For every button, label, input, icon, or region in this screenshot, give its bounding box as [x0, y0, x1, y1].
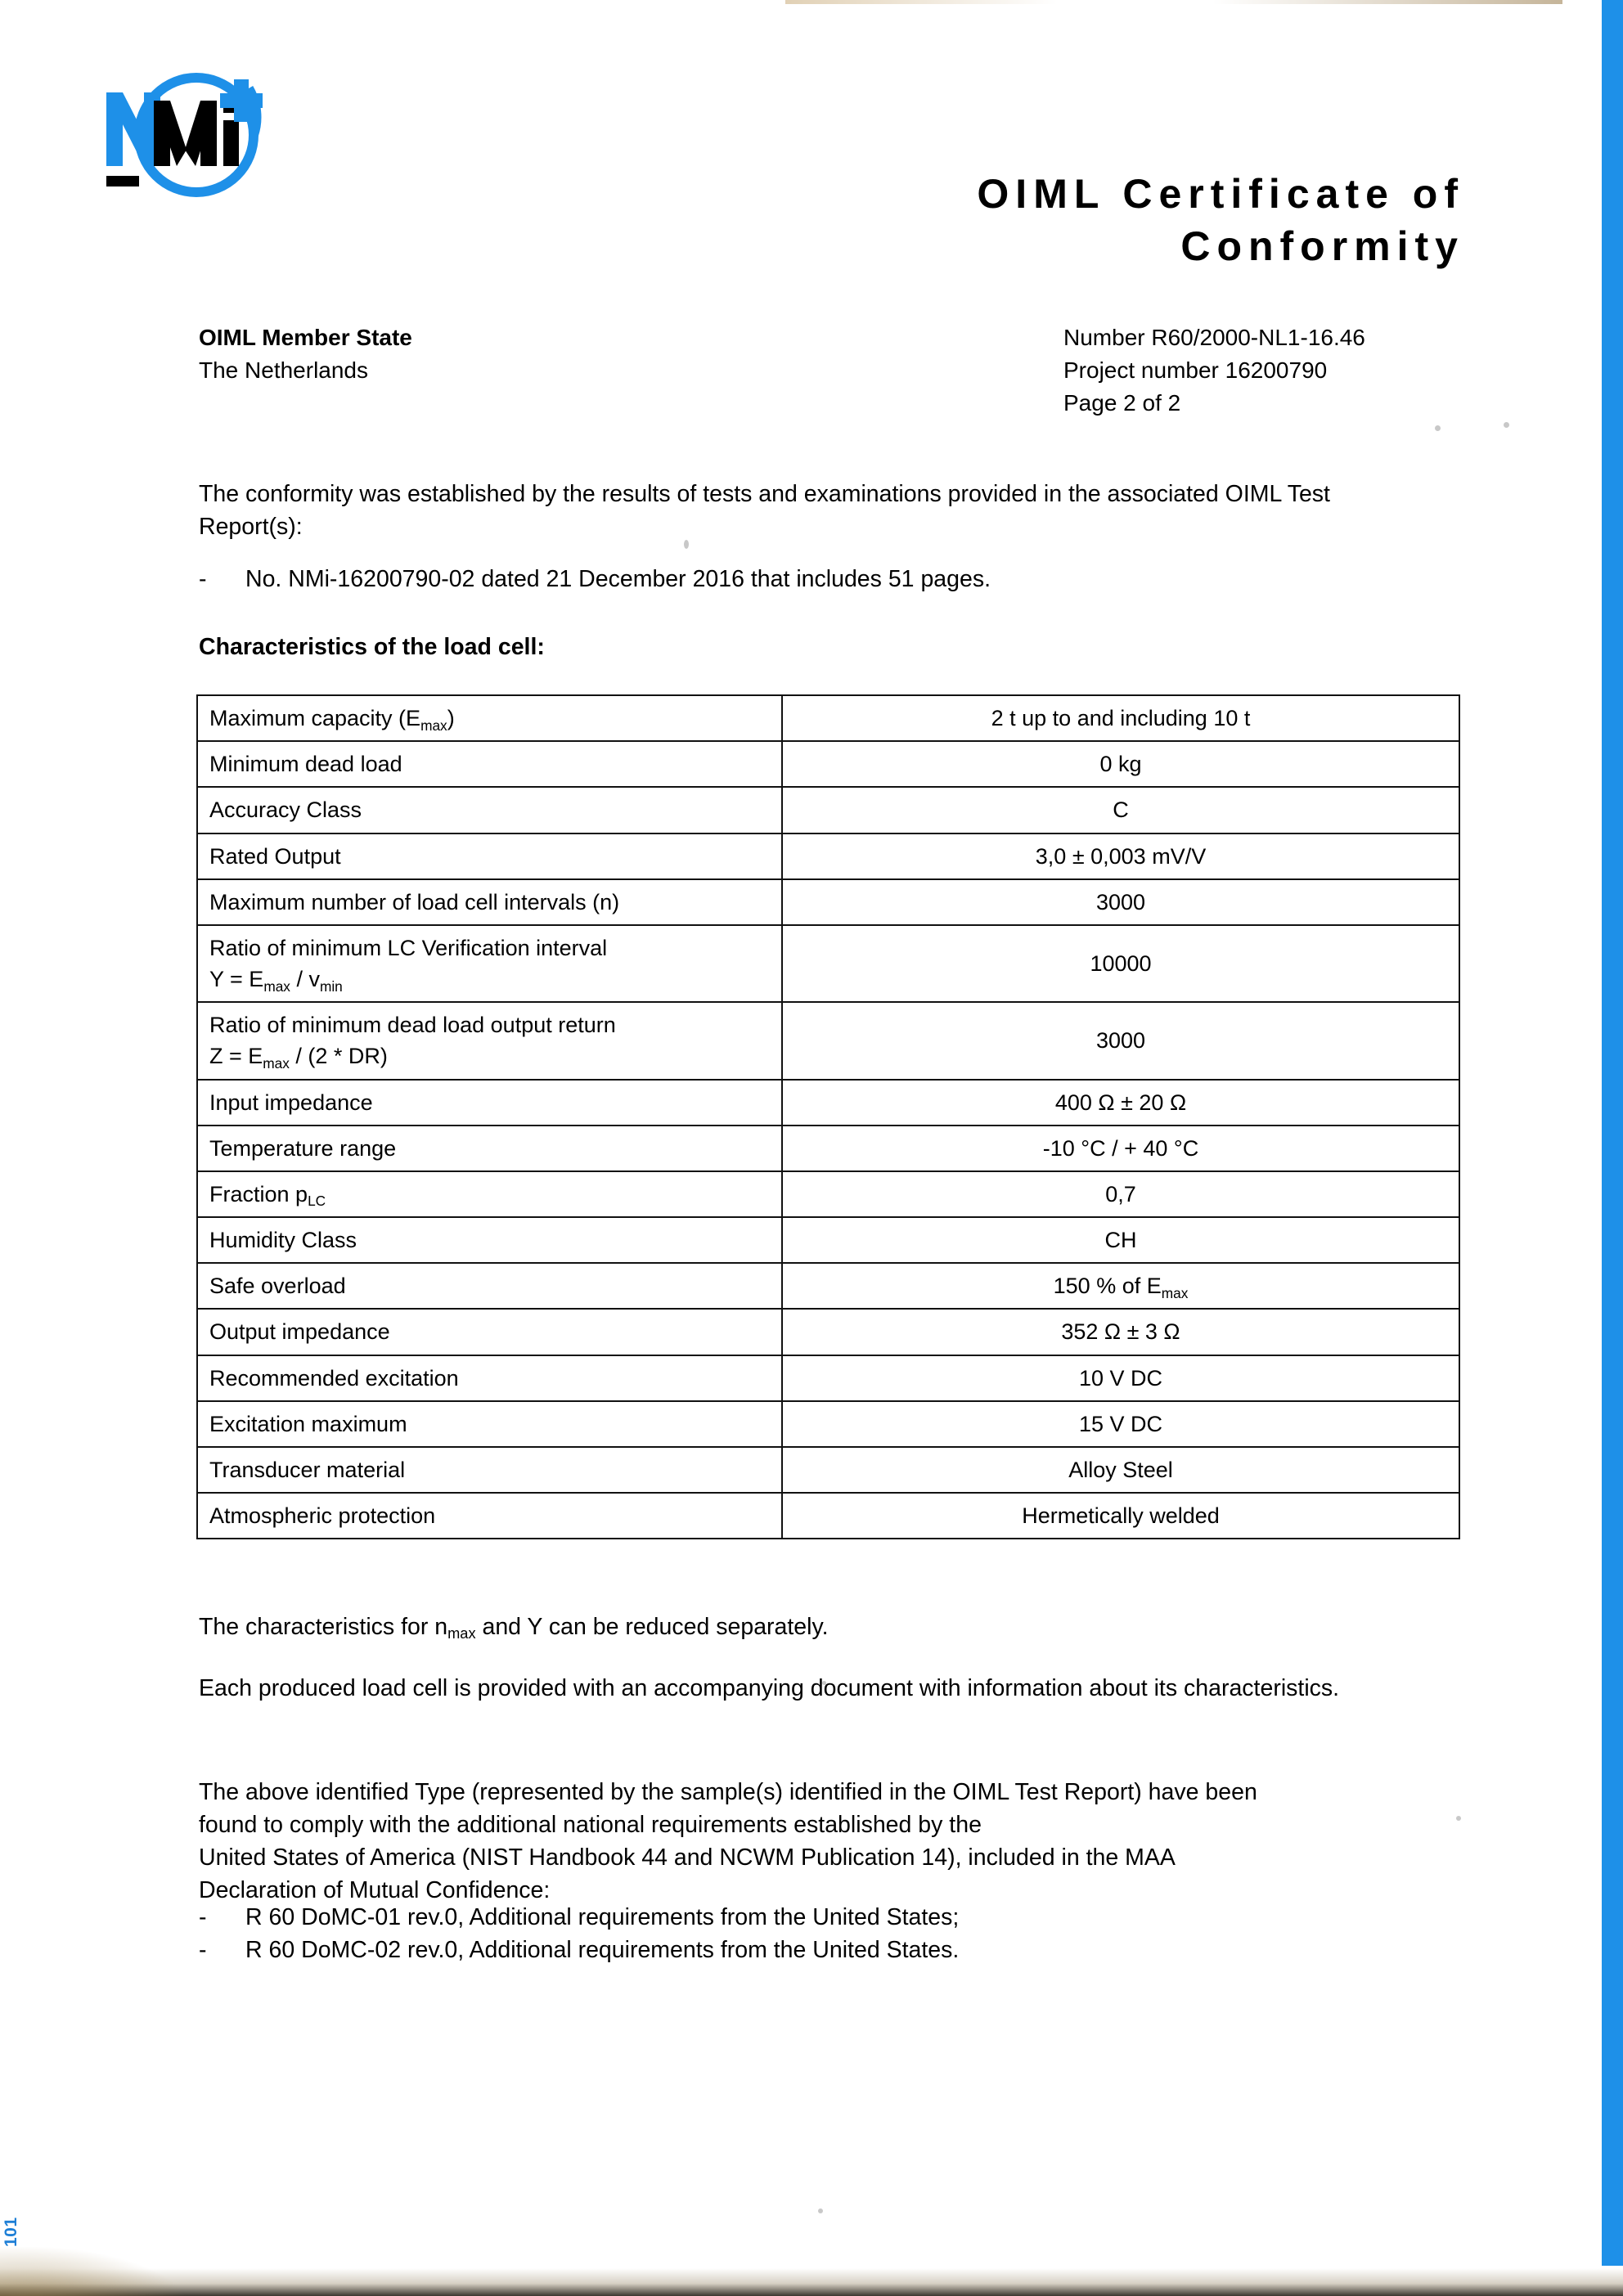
row-label-input-impedance: Input impedance: [196, 1078, 783, 1126]
certificate-number: Number R60/2000-NL1-16.46: [1063, 325, 1365, 350]
row-value-maximum-capacity: 2 t up to and including 10 t: [781, 694, 1460, 743]
list-bullet-dash: -: [199, 1904, 207, 1930]
note-accompanying-document: Each produced load cell is provided with…: [199, 1675, 1340, 1701]
list-item-label: R 60 DoMC-02 rev.0, Additional requireme…: [245, 1936, 960, 1963]
row-value-recommended-excitation: 10 V DC: [781, 1354, 1460, 1402]
page-title: OIML Certificate of Conformity: [573, 168, 1464, 272]
table-row: Atmospheric protection Hermetically weld…: [196, 1492, 1460, 1540]
note-compliance-line-1: The above identified Type (represented b…: [199, 1779, 1257, 1805]
row-label-maximum-capacity: Maximum capacity (Emax): [196, 694, 783, 743]
table-row: Maximum number of load cell intervals (n…: [196, 878, 1460, 926]
row-label-recommended-excitation: Recommended excitation: [196, 1354, 783, 1402]
row-value-atmospheric-protection: Hermetically welded: [781, 1492, 1460, 1540]
row-label-atmospheric-protection: Atmospheric protection: [196, 1492, 783, 1540]
row-value-safe-overload: 150 % of Emax: [781, 1262, 1460, 1310]
table-row: Safe overload 150 % of Emax: [196, 1262, 1460, 1310]
page-title-line-2: Conformity: [1180, 223, 1464, 269]
row-label-excitation-maximum: Excitation maximum: [196, 1400, 783, 1448]
row-value-rated-output: 3,0 ± 0,003 mV/V: [781, 832, 1460, 880]
row-value-excitation-maximum: 15 V DC: [781, 1400, 1460, 1448]
table-row: Output impedance 352 Ω ± 3 Ω: [196, 1308, 1460, 1356]
row-label-max-load-cell-intervals: Maximum number of load cell intervals (n…: [196, 878, 783, 926]
table-row: Rated Output 3,0 ± 0,003 mV/V: [196, 832, 1460, 880]
row-value-ratio-min-lc-verification-interval: 10000: [781, 923, 1460, 1004]
table-row: Ratio of minimum dead load output return…: [196, 1001, 1460, 1081]
test-report-list-item: - No. NMi-16200790-02 dated 21 December …: [199, 566, 1430, 593]
row-value-transducer-material: Alloy Steel: [781, 1445, 1460, 1494]
table-row: Input impedance 400 Ω ± 20 Ω: [196, 1078, 1460, 1126]
row-value-temperature-range: -10 °C / + 40 °C: [781, 1124, 1460, 1172]
list-bullet-dash: -: [199, 566, 207, 592]
row-value-ratio-min-dead-load-output-return: 3000: [781, 1001, 1460, 1081]
row-label-minimum-dead-load: Minimum dead load: [196, 740, 783, 789]
row-value-output-impedance: 352 Ω ± 3 Ω: [781, 1308, 1460, 1356]
scan-artifact-top: [785, 0, 1562, 4]
row-value-input-impedance: 400 Ω ± 20 Ω: [781, 1078, 1460, 1126]
intro-paragraph: The conformity was established by the re…: [199, 481, 1330, 540]
note-compliance: The above identified Type (represented b…: [199, 1777, 1446, 1907]
table-row: Accuracy Class C: [196, 786, 1460, 834]
row-value-minimum-dead-load: 0 kg: [781, 740, 1460, 789]
scan-artifact-bottom-left-curl: [0, 2247, 188, 2296]
row-label-safe-overload: Safe overload: [196, 1262, 783, 1310]
list-item: - R 60 DoMC-02 rev.0, Additional require…: [199, 1934, 1430, 1967]
row-label-transducer-material: Transducer material: [196, 1445, 783, 1494]
row-value-humidity-class: CH: [781, 1216, 1460, 1265]
member-state-block: OIML Member State The Netherlands: [199, 321, 412, 387]
row-label-fraction-plc: Fraction pLC: [196, 1170, 783, 1219]
note-compliance-line-2: found to comply with the additional nati…: [199, 1811, 982, 1838]
row-value-accuracy-class: C: [781, 786, 1460, 834]
row-label-ratio-min-dead-load-output-return: Ratio of minimum dead load output return…: [196, 1001, 783, 1081]
nmi-logo: [88, 61, 301, 204]
row-value-fraction-plc: 0,7: [781, 1170, 1460, 1219]
scan-speck: [818, 2208, 823, 2213]
row-label-ratio-min-lc-verification-interval: Ratio of minimum LC Verification interva…: [196, 923, 783, 1004]
scan-speck: [1435, 425, 1441, 431]
row-label-humidity-class: Humidity Class: [196, 1216, 783, 1265]
domc-requirements-list: - R 60 DoMC-01 rev.0, Additional require…: [199, 1902, 1430, 1967]
load-cell-characteristics-table: Maximum capacity (Emax) 2 t up to and in…: [196, 694, 1460, 1540]
row-label-output-impedance: Output impedance: [196, 1308, 783, 1356]
table-row: Excitation maximum 15 V DC: [196, 1400, 1460, 1448]
section-heading: Characteristics of the load cell:: [199, 634, 545, 660]
scan-speck: [822, 1681, 826, 1685]
scan-artifact-right-white-gap: [1594, 0, 1602, 2260]
note-reduced-post: and Y can be reduced separately.: [475, 1614, 829, 1640]
note-reduced-sub: max: [447, 1624, 476, 1642]
table-row: Minimum dead load 0 kg: [196, 740, 1460, 789]
table-row: Maximum capacity (Emax) 2 t up to and in…: [196, 694, 1460, 743]
list-item: - R 60 DoMC-01 rev.0, Additional require…: [199, 1902, 1430, 1934]
page-indicator: Page 2 of 2: [1063, 389, 1181, 416]
scan-artifact-bottom-shadow: [0, 2268, 1623, 2296]
note-compliance-line-3: United States of America (NIST Handbook …: [199, 1844, 1176, 1871]
table-row: Temperature range -10 °C / + 40 °C: [196, 1124, 1460, 1172]
table-row: Fraction pLC 0,7: [196, 1170, 1460, 1219]
row-label-temperature-range: Temperature range: [196, 1124, 783, 1172]
table-row: Transducer material Alloy Steel: [196, 1445, 1460, 1494]
scan-speck: [1504, 422, 1509, 428]
scan-artifact-right-blue-strip: [1602, 0, 1623, 2266]
project-number: Project number 16200790: [1063, 357, 1328, 383]
scan-speck: [684, 540, 689, 549]
member-state-value: The Netherlands: [199, 357, 369, 383]
table-row: Humidity Class CH: [196, 1216, 1460, 1265]
list-item-label: R 60 DoMC-01 rev.0, Additional requireme…: [245, 1904, 960, 1930]
note-compliance-line-4: Declaration of Mutual Confidence:: [199, 1876, 551, 1903]
row-label-accuracy-class: Accuracy Class: [196, 786, 783, 834]
member-state-label: OIML Member State: [199, 325, 412, 350]
page-margin-number: 101: [2, 2217, 20, 2247]
certificate-identifier-block: Number R60/2000-NL1-16.46 Project number…: [1063, 321, 1365, 419]
table-row: Recommended excitation 10 V DC: [196, 1354, 1460, 1402]
page-title-line-1: OIML Certificate of: [977, 171, 1464, 217]
test-report-reference: No. NMi-16200790-02 dated 21 December 20…: [245, 566, 991, 592]
row-label-rated-output: Rated Output: [196, 832, 783, 880]
scan-speck: [1456, 1816, 1461, 1821]
list-bullet-dash: -: [199, 1936, 207, 1963]
table-row: Ratio of minimum LC Verification interva…: [196, 923, 1460, 1004]
note-reduced-separately: The characteristics for nmax and Y can b…: [199, 1611, 1430, 1644]
note-reduced-pre: The characteristics for n: [199, 1614, 448, 1640]
row-value-max-load-cell-intervals: 3000: [781, 878, 1460, 926]
